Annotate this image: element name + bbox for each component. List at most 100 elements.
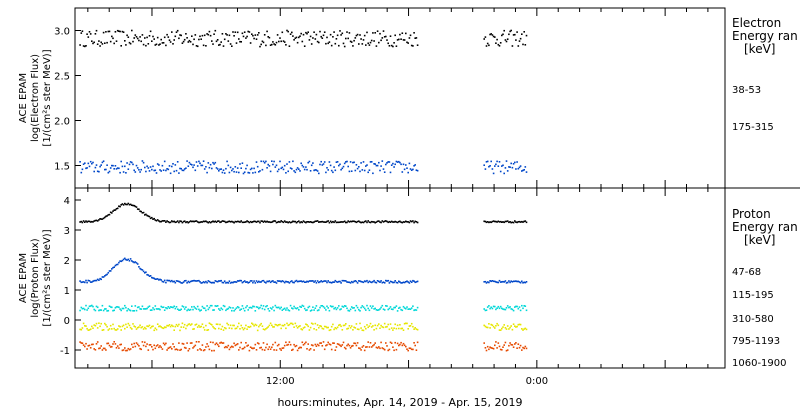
data-point (369, 221, 372, 224)
data-point (329, 329, 332, 331)
data-point (362, 161, 365, 163)
data-point (187, 349, 190, 352)
data-point (202, 220, 205, 223)
data-point (498, 345, 501, 348)
data-point (291, 349, 293, 351)
data-point (236, 343, 239, 345)
data-point (118, 167, 120, 170)
data-point (109, 270, 112, 272)
data-point (93, 170, 95, 173)
data-point (267, 221, 269, 223)
data-point (414, 37, 416, 39)
data-point (202, 307, 205, 309)
data-point (128, 324, 131, 327)
data-point (215, 40, 218, 43)
data-point (287, 324, 289, 327)
data-point (406, 41, 408, 44)
data-point (231, 309, 233, 312)
data-point (378, 323, 380, 325)
data-point (133, 261, 135, 264)
data-point (321, 164, 324, 166)
data-point (81, 281, 84, 283)
data-point (112, 210, 114, 212)
data-point (278, 220, 280, 223)
data-point (359, 34, 361, 36)
data-point (318, 281, 320, 284)
data-point (511, 45, 514, 47)
data-point (114, 307, 117, 309)
data-point (133, 204, 135, 207)
data-point (156, 344, 159, 346)
data-point (88, 31, 91, 33)
data-point (228, 171, 231, 174)
data-point (327, 307, 329, 309)
data-point (348, 32, 351, 34)
data-point (306, 324, 308, 326)
data-point (395, 305, 398, 307)
data-point (114, 329, 117, 331)
data-point (158, 164, 160, 166)
data-point (394, 306, 396, 309)
data-point (395, 281, 398, 284)
data-point (242, 221, 245, 224)
data-point (361, 329, 364, 331)
data-point (300, 221, 302, 223)
data-point (175, 31, 178, 33)
data-point (255, 324, 258, 327)
data-point (106, 215, 108, 217)
data-point (348, 170, 351, 173)
data-point (88, 165, 91, 168)
data-point (208, 30, 211, 33)
data-point (179, 349, 181, 351)
data-point (414, 281, 416, 284)
data-point (278, 343, 280, 346)
data-point (140, 308, 142, 310)
data-point (105, 308, 107, 310)
data-point (350, 306, 353, 308)
data-point (403, 168, 406, 171)
data-point (106, 41, 108, 44)
data-point (156, 323, 159, 325)
data-point (348, 310, 351, 312)
data-point (138, 39, 140, 42)
data-point (374, 342, 376, 344)
data-point (387, 308, 389, 311)
data-point (518, 346, 521, 349)
data-point (122, 204, 125, 206)
data-point (269, 221, 272, 224)
data-point (116, 306, 119, 308)
data-point (113, 327, 115, 330)
data-point (153, 38, 155, 40)
data-point (363, 220, 366, 223)
data-point (408, 37, 411, 39)
data-point (385, 326, 387, 328)
data-point (525, 221, 528, 224)
data-point (107, 329, 110, 331)
data-point (189, 308, 192, 311)
data-point (238, 220, 240, 223)
data-point (216, 305, 219, 307)
data-point (281, 31, 284, 34)
data-point (339, 323, 341, 326)
data-point (275, 41, 278, 44)
data-point (326, 220, 328, 223)
data-point (360, 349, 362, 351)
data-point (153, 169, 155, 172)
data-point (112, 37, 114, 40)
data-point (145, 308, 147, 310)
data-point (221, 342, 224, 344)
data-point (145, 170, 147, 173)
data-point (238, 306, 240, 309)
data-point (321, 281, 324, 283)
data-point (388, 328, 391, 331)
data-point (341, 167, 344, 170)
data-point (319, 306, 321, 309)
data-point (241, 327, 244, 329)
data-point (523, 220, 525, 223)
data-point (215, 221, 218, 223)
data-point (146, 325, 148, 327)
data-point (167, 325, 170, 327)
data-point (492, 220, 495, 222)
data-point (154, 278, 157, 280)
data-point (152, 218, 154, 220)
